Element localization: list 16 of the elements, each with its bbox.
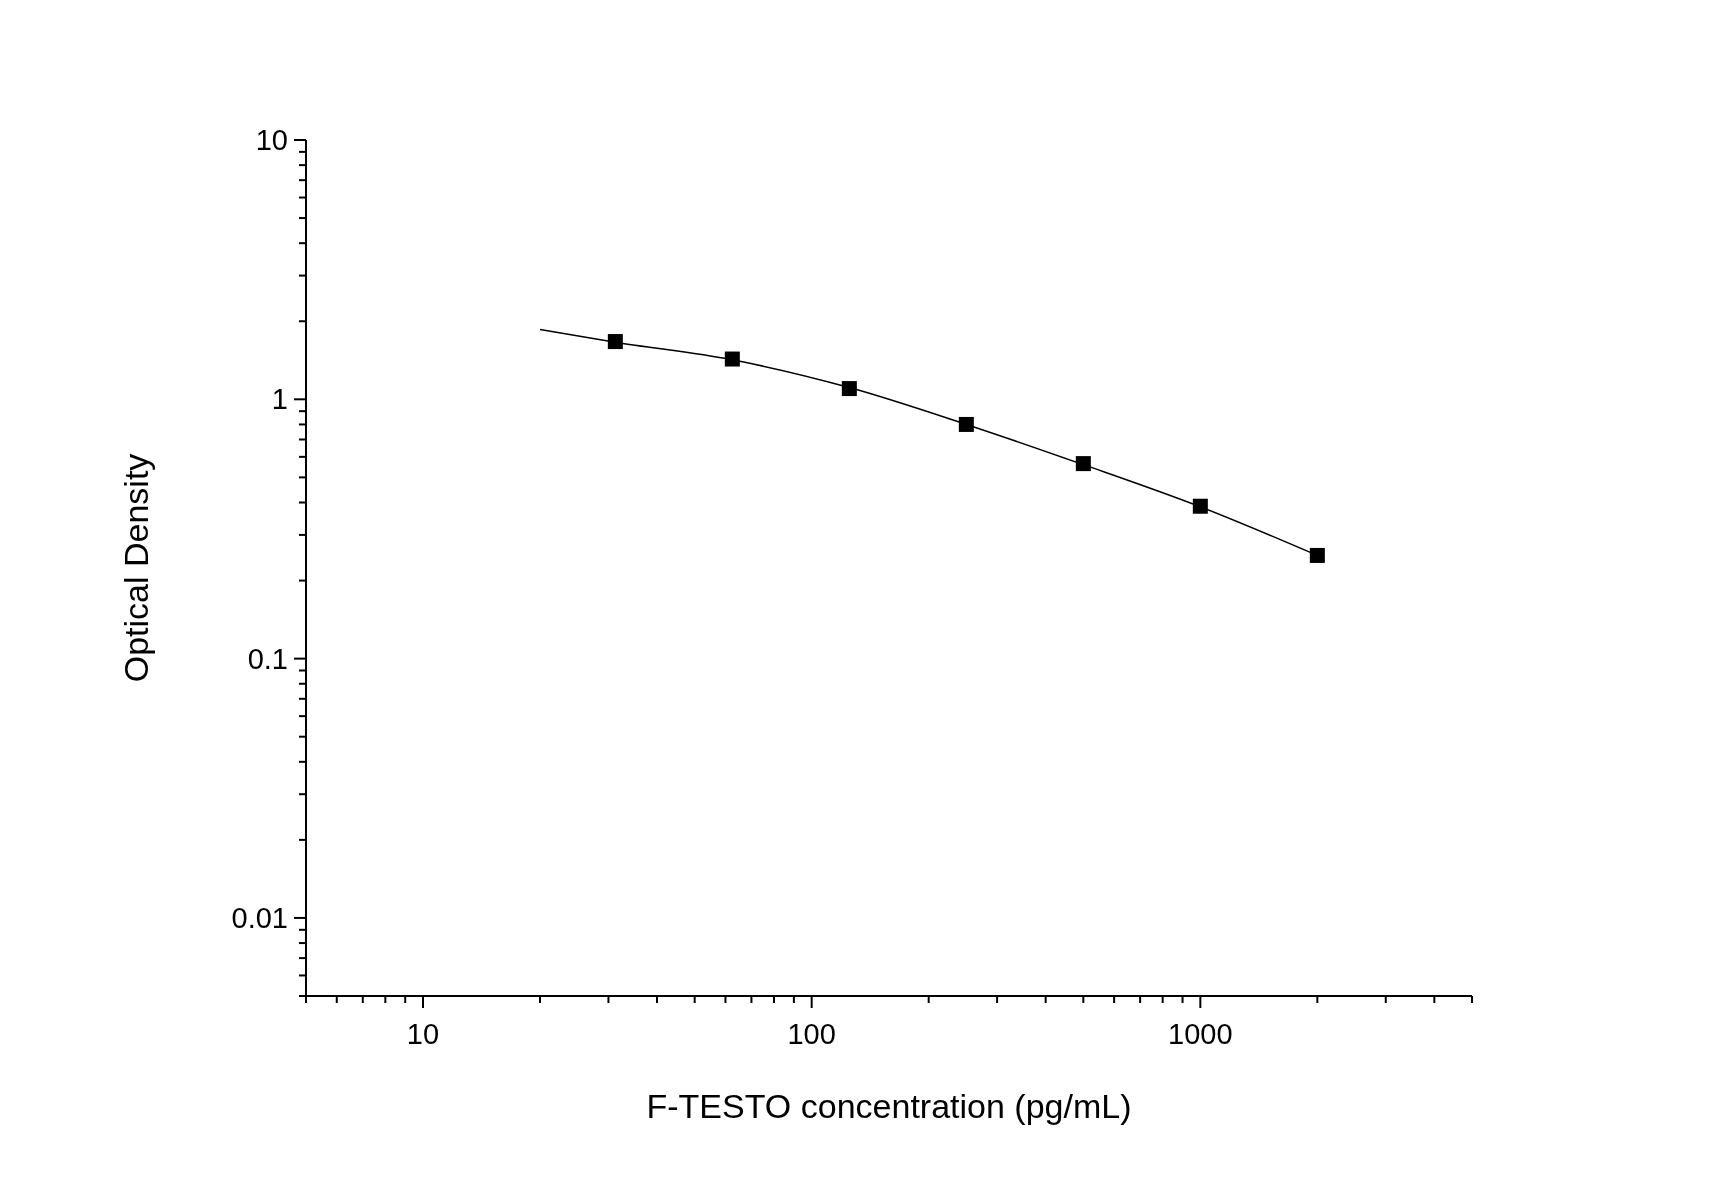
y-tick-label: 10 bbox=[255, 124, 288, 157]
x-axis-title: F-TESTO concentration (pg/mL) bbox=[646, 1087, 1132, 1125]
point bbox=[1075, 456, 1091, 472]
x-tick-label: 10 bbox=[406, 1018, 440, 1050]
point bbox=[724, 351, 740, 367]
point bbox=[1192, 498, 1208, 514]
point bbox=[958, 416, 974, 432]
y-tick-label: 1 bbox=[271, 383, 288, 416]
point bbox=[1309, 547, 1325, 563]
point bbox=[841, 381, 857, 397]
x-tick-label: 100 bbox=[787, 1018, 836, 1050]
y-tick-label: 0.01 bbox=[231, 902, 288, 935]
x-tick-label: 1000 bbox=[1168, 1018, 1233, 1050]
y-tick-label: 0.1 bbox=[247, 642, 288, 675]
y-axis-title: Optical Density bbox=[117, 453, 155, 683]
point bbox=[607, 334, 623, 350]
